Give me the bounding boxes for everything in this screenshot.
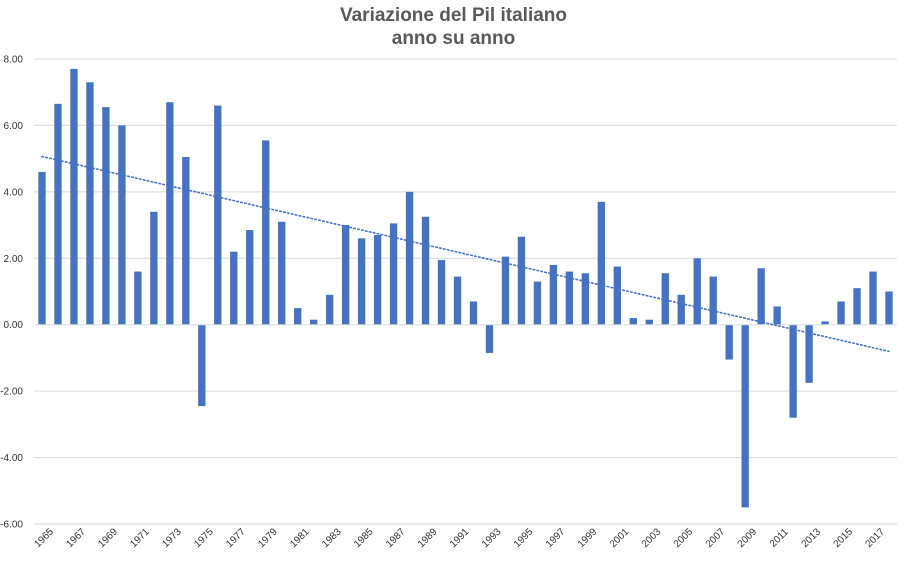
x-tick-label: 2003 — [640, 526, 664, 550]
chart-subtitle: anno su anno — [391, 28, 516, 49]
bar-2009 — [741, 324, 749, 508]
x-tick-label: 1983 — [320, 526, 344, 550]
x-tick-label: 2013 — [800, 526, 824, 550]
bar-2002 — [629, 318, 637, 325]
x-tick-label: 1981 — [288, 526, 312, 550]
bar-1969 — [102, 107, 110, 325]
x-tick-label: 1965 — [32, 526, 56, 550]
x-tick-label: 1995 — [512, 526, 536, 550]
bar-2004 — [661, 273, 669, 325]
bar-1970 — [118, 125, 126, 325]
y-tick-label: -6.00 — [0, 520, 23, 531]
bar-1966 — [54, 103, 62, 325]
bar-1986 — [373, 235, 382, 325]
x-tick-label: 1971 — [128, 526, 152, 550]
x-tick-label: 1967 — [64, 526, 88, 550]
x-tick-label: 2015 — [832, 526, 856, 550]
x-tick-label: 2009 — [736, 526, 760, 550]
bar-1977 — [230, 251, 238, 325]
x-tick-label: 1985 — [352, 526, 376, 550]
bar-2005 — [677, 294, 685, 325]
bar-2016 — [853, 288, 861, 325]
x-tick-label: 1997 — [544, 526, 568, 550]
bar-2017 — [869, 271, 877, 325]
x-tick-label: 2011 — [768, 526, 791, 549]
bar-1981 — [294, 308, 302, 325]
chart-title-block: Variazione del Pil italiano anno su anno — [0, 4, 907, 50]
bar-1976 — [214, 105, 222, 325]
x-tick-label: 1989 — [416, 526, 440, 550]
x-tick-label: 1999 — [576, 526, 600, 550]
x-tick-label: 2007 — [704, 526, 728, 550]
chart-title: Variazione del Pil italiano — [339, 5, 568, 26]
bar-1993 — [485, 324, 494, 353]
bar-2018 — [885, 291, 893, 325]
bar-1999 — [581, 273, 590, 325]
bar-2012 — [789, 324, 797, 418]
bar-1994 — [501, 256, 510, 325]
gridlines — [34, 58, 897, 525]
bar-2011 — [773, 306, 781, 325]
bar-1989 — [421, 216, 430, 325]
y-tick-label: 2.00 — [4, 254, 24, 265]
bar-1972 — [150, 211, 158, 325]
bar-2000 — [597, 201, 606, 325]
bar-series — [38, 68, 893, 508]
bar-2015 — [837, 301, 845, 325]
y-tick-label: -2.00 — [0, 387, 23, 398]
bar-1987 — [389, 223, 398, 325]
x-tick-label: 2001 — [608, 526, 632, 550]
bar-1984 — [341, 225, 350, 325]
x-axis: 1965 1967 1969 1971 1973 1975 1977 1979 1981 1983… — [32, 526, 887, 550]
x-tick-label: 1975 — [192, 526, 216, 550]
bar-1995 — [517, 236, 526, 325]
bar-2007 — [709, 276, 717, 325]
x-tick-label: 2005 — [672, 526, 696, 550]
y-tick-label: 8.00 — [4, 55, 24, 66]
bar-1979 — [262, 140, 270, 325]
bar-2013 — [805, 324, 813, 383]
y-tick-label: 6.00 — [4, 121, 24, 132]
bar-1998 — [565, 271, 574, 325]
bar-1997 — [549, 264, 558, 325]
bar-1967 — [70, 68, 78, 325]
bar-1983 — [325, 294, 334, 325]
x-tick-label: 1973 — [160, 526, 184, 550]
bar-2006 — [693, 258, 701, 325]
bar-1985 — [357, 238, 366, 325]
y-tick-label: 4.00 — [4, 187, 24, 198]
bar-1978 — [246, 230, 254, 325]
x-tick-label: 1991 — [448, 526, 472, 550]
bar-1971 — [134, 271, 142, 325]
bar-1973 — [166, 102, 174, 325]
bar-1982 — [310, 319, 318, 325]
y-tick-label: 0.00 — [4, 320, 24, 331]
trendline — [41, 155, 890, 353]
y-axis: -6.00 -4.00 -2.00 0.00 2.00 4.00 6.00 8.00 — [0, 55, 23, 531]
bar-2003 — [645, 319, 653, 325]
x-tick-label: 1969 — [96, 526, 120, 550]
bar-1996 — [533, 281, 542, 325]
bar-1990 — [437, 259, 446, 325]
bar-1992 — [469, 301, 478, 325]
bar-1975 — [198, 324, 206, 407]
bar-2008 — [725, 324, 733, 360]
bar-2001 — [613, 266, 621, 325]
x-tick-label: 1987 — [384, 526, 408, 550]
bar-2014 — [821, 321, 829, 325]
bar-1965 — [38, 171, 46, 325]
x-tick-label: 2017 — [864, 526, 888, 550]
bar-1968 — [86, 82, 94, 325]
bar-2010 — [757, 268, 765, 325]
bar-1980 — [278, 221, 286, 325]
bar-1988 — [405, 191, 414, 325]
bar-1991 — [453, 276, 462, 325]
x-tick-label: 1979 — [256, 526, 280, 550]
bar-1974 — [182, 156, 190, 325]
y-tick-label: -4.00 — [0, 453, 23, 464]
x-tick-label: 1993 — [480, 526, 504, 550]
x-tick-label: 1977 — [224, 526, 248, 550]
